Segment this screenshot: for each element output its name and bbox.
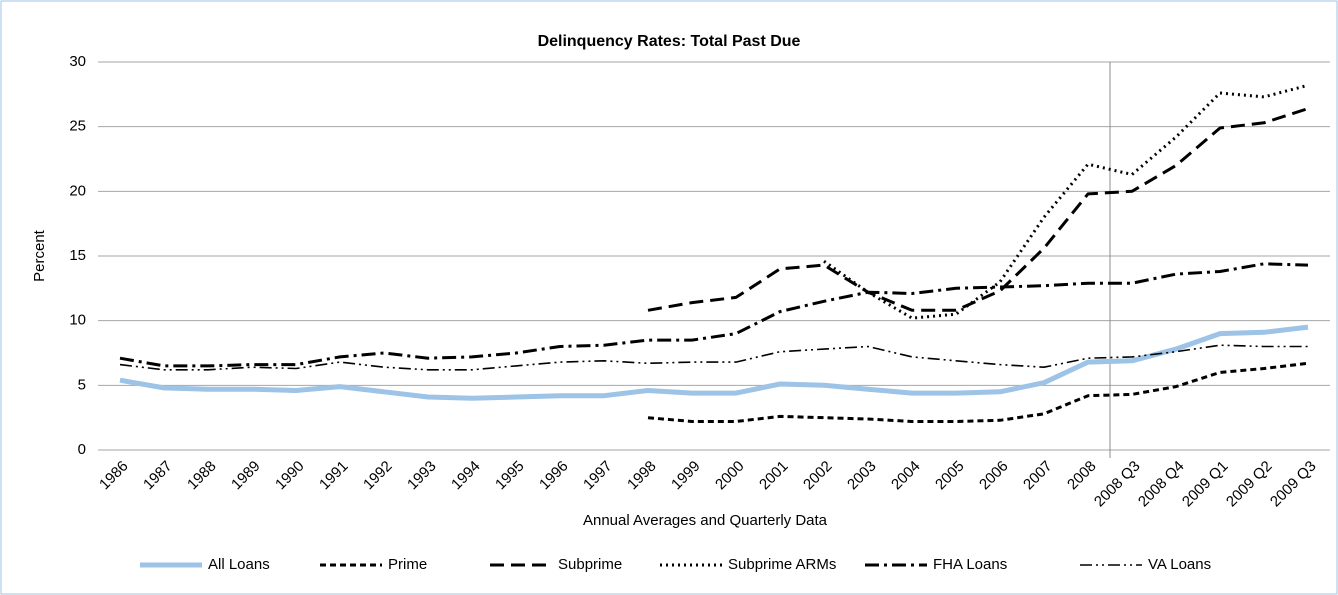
series-line <box>647 107 1309 312</box>
y-tick-label: 5 <box>78 376 86 393</box>
y-tick-label: 30 <box>69 53 86 70</box>
series-line <box>119 344 1308 371</box>
y-tick-label: 25 <box>69 118 86 135</box>
y-axis-title: Percent <box>31 229 48 282</box>
y-tick-label: 20 <box>69 182 86 199</box>
y-tick-label: 10 <box>69 312 86 329</box>
legend-label: FHA Loans <box>933 556 1007 573</box>
series-line <box>647 361 1309 423</box>
series-line <box>119 324 1309 401</box>
series-line <box>823 83 1309 320</box>
legend-label: Subprime <box>558 556 622 573</box>
legend-label: All Loans <box>208 556 270 573</box>
legend-label: Prime <box>388 556 427 573</box>
y-tick-label: 0 <box>78 441 86 458</box>
chart-title: Delinquency Rates: Total Past Due <box>538 33 801 50</box>
legend-label: Subprime ARMs <box>728 556 836 573</box>
y-tick-label: 15 <box>69 247 86 264</box>
series-line <box>119 262 1309 368</box>
legend-label: VA Loans <box>1148 556 1211 573</box>
x-axis-title: Annual Averages and Quarterly Data <box>583 512 828 529</box>
